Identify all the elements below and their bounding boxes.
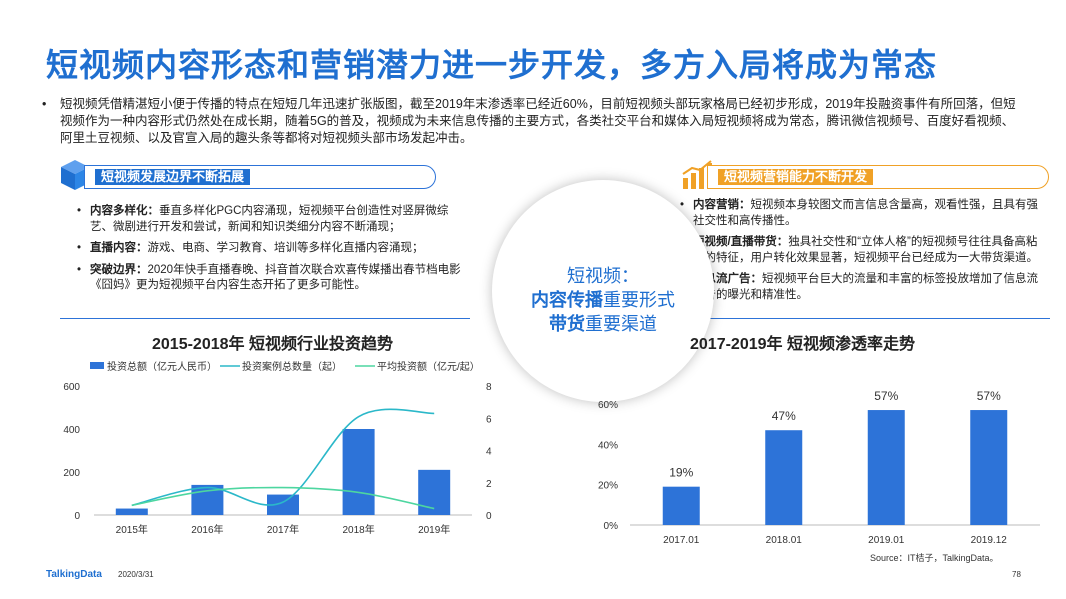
y-tick-label: 60% xyxy=(598,400,618,411)
bar xyxy=(418,469,451,515)
legend-label: 平均投资额（亿元/起） xyxy=(377,360,480,373)
left-section-item-text: 垂直多样化PGC内容涌现，短视频平台创造性对竖屏微综艺、微剧进行开发和尝试，新闻… xyxy=(90,205,449,233)
legend-label: 投资案例总数量（起） xyxy=(242,360,342,373)
bar xyxy=(115,508,148,515)
callout-line-3: 带货重要渠道 xyxy=(492,310,714,336)
talkingdata-logo: TalkingData xyxy=(46,569,102,580)
intro-paragraph: • 短视频凭借精湛短小便于传播的特点在短短几年迅速扩张版图，截至2019年末渗透… xyxy=(42,96,1020,147)
left-section-item: • 直播内容：游戏、电商、学习教育、培训等多样化直播内容涌现； xyxy=(77,241,465,257)
left-heading-text: 短视频发展边界不断拓展 xyxy=(95,169,251,185)
y-tick-label: 600 xyxy=(63,382,80,393)
callout-line-3-bold: 带货 xyxy=(549,314,585,334)
page-number: 78 xyxy=(1012,570,1021,579)
data-label: 19% xyxy=(669,466,693,480)
center-callout-circle: 短视频： 内容传播重要形式 带货重要渠道 xyxy=(492,180,714,402)
source-note: Source：IT桔子，TalkingData。 xyxy=(870,553,999,563)
callout-line-1: 短视频： xyxy=(567,266,639,286)
right-section-item-text: 短视频本身较图文而言信息含量高，观看性强，且具有强社交性和高传播性。 xyxy=(693,199,1038,227)
legend-label: 投资总额（亿元人民币） xyxy=(107,360,217,373)
y-tick-label: 400 xyxy=(63,425,80,436)
y2-tick-label: 0 xyxy=(486,511,492,522)
right-divider xyxy=(700,318,1050,319)
x-tick-label: 2017年 xyxy=(267,523,299,536)
callout-line-3-rest: 重要渠道 xyxy=(585,314,657,334)
intro-text: 短视频凭借精湛短小便于传播的特点在短短几年迅速扩张版图，截至2019年末渗透率已… xyxy=(60,97,1016,145)
x-tick-label: 2019.01 xyxy=(868,535,905,546)
bullet-dot: • xyxy=(77,205,82,217)
bullet-dot: • xyxy=(680,199,685,211)
x-tick-label: 2017.01 xyxy=(663,535,700,546)
bullet-dot: • xyxy=(42,97,47,111)
right-section-item: • 内容营销：短视频本身较图文而言信息含量高，观看性强，且具有强社交性和高传播性。 xyxy=(680,198,1038,229)
y2-tick-label: 2 xyxy=(486,479,492,490)
data-label: 57% xyxy=(874,389,898,403)
data-label: 47% xyxy=(772,409,796,423)
bullet-dot: • xyxy=(77,263,82,276)
left-section-item: • 突破边界：2020年快手直播春晚、抖音首次联合欢喜传媒播出春节档电影《囧妈》更… xyxy=(77,263,465,294)
left-section-item-label: 突破边界： xyxy=(90,263,148,276)
bar xyxy=(970,410,1008,525)
right-section-item-text: 短视频平台巨大的流量和丰富的标签投放增加了信息流广告的曝光和精准性。 xyxy=(693,273,1038,301)
bar xyxy=(342,429,375,515)
x-tick-label: 2016年 xyxy=(191,523,223,536)
left-section-item: • 内容多样化：垂直多样化PGC内容涌现，短视频平台创造性对竖屏微综艺、微剧进行开… xyxy=(77,204,465,235)
bar xyxy=(867,410,905,525)
left-section-item-text: 游戏、电商、学习教育、培训等多样化直播内容涌现； xyxy=(147,242,424,254)
y-tick-label: 20% xyxy=(598,481,618,492)
bar xyxy=(765,430,803,525)
y-tick-label: 0 xyxy=(74,511,80,522)
left-section-heading: 短视频发展边界不断拓展 xyxy=(84,165,436,189)
right-heading-text: 短视频营销能力不断开发 xyxy=(718,169,874,185)
right-section-heading: 短视频营销能力不断开发 xyxy=(707,165,1049,189)
x-tick-label: 2018年 xyxy=(342,523,374,536)
y-tick-label: 40% xyxy=(598,440,618,451)
right-section-item-label: 内容营销： xyxy=(693,199,751,211)
callout-line-2: 内容传播重要形式 xyxy=(492,286,714,312)
x-tick-label: 2019年 xyxy=(418,523,450,536)
y2-tick-label: 4 xyxy=(486,447,492,458)
y-tick-label: 0% xyxy=(604,521,619,532)
legend-swatch xyxy=(90,362,104,369)
right-section-item-label: 短视频/直播带货： xyxy=(693,236,789,248)
chart2-title: 2017-2019年 短视频渗透率走势 xyxy=(690,336,915,353)
series-line xyxy=(131,486,435,510)
data-label: 57% xyxy=(977,389,1001,403)
callout-line-2-rest: 重要形式 xyxy=(603,290,675,310)
series-line xyxy=(131,408,435,507)
left-section-item-label: 内容多样化： xyxy=(90,205,159,217)
right-section-item-text: 独具社交性和“立体人格”的短视频号往往具备高粘性的特征，用户转化效果显著，短视频… xyxy=(693,236,1038,264)
bar xyxy=(267,494,299,515)
y-tick-label: 200 xyxy=(63,468,80,479)
chart1-title: 2015-2018年 短视频行业投资趋势 xyxy=(152,336,393,353)
right-section-item: •信息流广告：短视频平台巨大的流量和丰富的标签投放增加了信息流广告的曝光和精准性… xyxy=(680,272,1038,303)
x-tick-label: 2018.01 xyxy=(766,535,803,546)
right-section-item: •短视频/直播带货：独具社交性和“立体人格”的短视频号往往具备高粘性的特征，用户… xyxy=(680,235,1038,266)
callout-line-2-bold: 内容传播 xyxy=(531,290,603,310)
penetration-rate-chart: 0% 20% 40% 60% 19% 2017.01 47% 2018.01 57% 2019.0… xyxy=(598,389,1040,546)
left-section-item-label: 直播内容： xyxy=(90,242,148,254)
footer-date: 2020/3/31 xyxy=(118,570,154,579)
y2-tick-label: 8 xyxy=(486,382,492,393)
left-section-list: • 内容多样化：垂直多样化PGC内容涌现，短视频平台创造性对竖屏微综艺、微剧进行开… xyxy=(77,204,465,300)
x-tick-label: 2019.12 xyxy=(971,535,1008,546)
left-section-item-text: 2020年快手直播春晚、抖音首次联合欢喜传媒播出春节档电影《囧妈》更为短视频平台… xyxy=(90,263,461,292)
bar xyxy=(662,486,700,525)
bullet-dot: • xyxy=(77,242,82,254)
left-divider xyxy=(60,318,470,319)
y2-tick-label: 6 xyxy=(486,414,492,425)
x-tick-label: 2015年 xyxy=(116,523,148,536)
page-title: 短视频内容形态和营销潜力进一步开发，多方入局将成为常态 xyxy=(46,47,938,83)
right-section-list: • 内容营销：短视频本身较图文而言信息含量高，观看性强，且具有强社交性和高传播性。… xyxy=(680,198,1038,309)
investment-trend-chart: 投资总额（亿元人民币） 投资案例总数量（起） 平均投资额（亿元/起） 0 200 400 6… xyxy=(63,360,492,536)
